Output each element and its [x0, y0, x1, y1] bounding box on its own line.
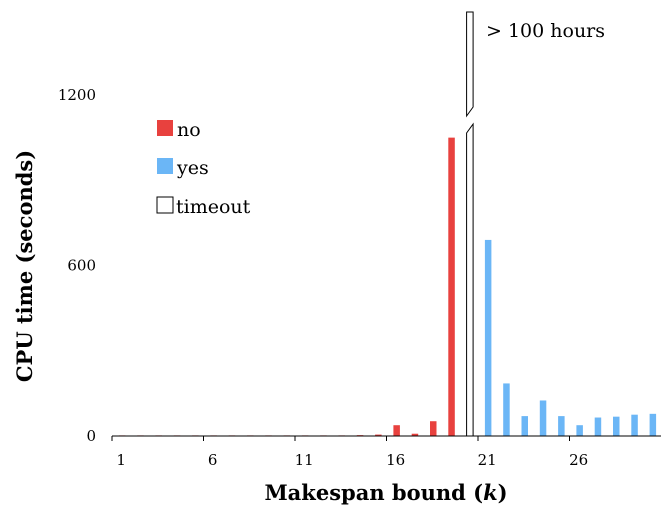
legend-swatch-yes [157, 158, 173, 174]
bar-yes-23 [521, 416, 528, 436]
bar-no-15 [375, 434, 382, 436]
bar-yes-25 [558, 416, 565, 436]
x-tick-label-26: 26 [569, 451, 588, 469]
x-axis-title-var: k [483, 480, 498, 505]
legend-swatch-no [157, 120, 173, 136]
x-tick-label-21: 21 [478, 451, 497, 469]
bar-yes-21 [484, 239, 492, 436]
timeout-annotation: > 100 hours [486, 20, 605, 42]
x-tick-label-16: 16 [386, 451, 405, 469]
x-tick-label-11: 11 [295, 451, 314, 469]
x-tick-label-1: 1 [116, 451, 126, 469]
bar-yes-30 [649, 413, 657, 436]
y-tick-label-0: 0 [86, 427, 96, 445]
bar-yes-29 [631, 414, 638, 436]
timeout-bar-upper [466, 11, 474, 118]
y-axis-ticks: 0 600 1200 [58, 86, 96, 445]
x-axis-title-text: Makespan bound ( [264, 480, 483, 505]
bar-yes-24 [539, 400, 547, 436]
bar-no-16 [393, 425, 400, 436]
y-tick-label-1200: 1200 [58, 86, 96, 104]
x-axis-title: Makespan bound (k) [264, 480, 507, 505]
legend-label-yes: yes [176, 157, 209, 179]
legend-label-no: no [177, 119, 201, 141]
legend-swatch-timeout [156, 196, 174, 214]
bar-no-17 [411, 433, 419, 436]
x-tick-label-6: 6 [208, 451, 218, 469]
timeout-bar-lower [466, 122, 474, 437]
bar-yes-26 [576, 425, 583, 436]
plot-area [118, 137, 657, 436]
bar-yes-28 [613, 416, 620, 436]
timeout-bar [466, 11, 474, 437]
legend-label-timeout: timeout [176, 196, 251, 218]
bar-yes-27 [594, 417, 602, 436]
y-axis-title: CPU time (seconds) [12, 150, 37, 382]
y-tick-label-600: 600 [67, 257, 96, 275]
legend: no yes timeout [156, 119, 251, 218]
bar-no-18 [430, 421, 437, 436]
bar-yes-22 [503, 383, 510, 436]
bar-no-19 [448, 137, 455, 436]
x-axis-ticks: 1 6 11 16 21 26 [111, 436, 588, 469]
x-axis-title-end: ) [498, 480, 508, 505]
